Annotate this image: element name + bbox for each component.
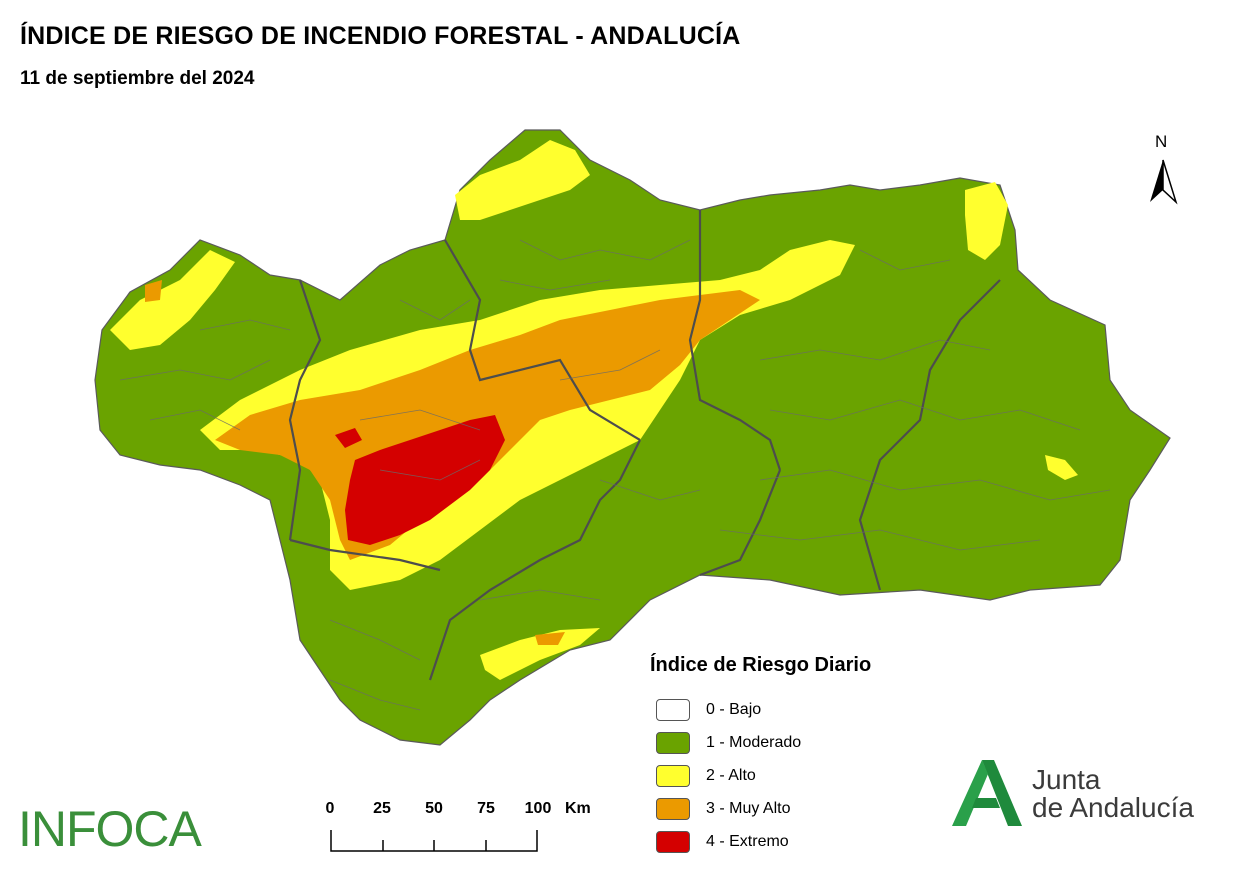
legend-item-bajo: 0 - Bajo (650, 693, 940, 726)
zone-extremo-patch (335, 428, 362, 448)
legend-swatch (656, 731, 690, 754)
zone-alto-patch (1045, 455, 1078, 480)
north-label: N (1155, 132, 1168, 151)
scale-tick-label: 100 (524, 800, 552, 817)
scale-bar: 0 25 50 75 100 Km (320, 800, 620, 860)
map-title: ÍNDICE DE RIESGO DE INCENDIO FORESTAL - … (20, 22, 741, 50)
legend-item-alto: 2 - Alto (650, 759, 940, 792)
scale-tick-label: 75 (477, 800, 495, 817)
junta-line2: de Andalucía (1032, 792, 1194, 823)
scale-tick-label: 25 (373, 800, 391, 817)
zone-alto-south (480, 628, 600, 680)
zone-alto-north (455, 140, 590, 220)
legend-swatch (656, 698, 690, 721)
zone-muy-alto-south (535, 632, 565, 645)
legend-label: 0 - Bajo (706, 700, 762, 718)
legend-label: 4 - Extremo (706, 832, 789, 850)
junta-andalucia-logo: Junta de Andalucía (952, 758, 1212, 833)
zone-muy-alto-west (145, 280, 162, 302)
north-arrow-icon (1150, 159, 1178, 205)
legend-item-moderado: 1 - Moderado (650, 726, 940, 759)
infoca-logo: INFOCA (18, 801, 202, 857)
scale-unit: Km (565, 800, 591, 817)
map-date: 11 de septiembre del 2024 (20, 68, 255, 89)
legend-title: Índice de Riesgo Diario (650, 654, 872, 676)
legend-label: 1 - Moderado (706, 733, 802, 751)
zone-alto-west (110, 250, 235, 350)
legend-swatch (656, 830, 690, 853)
legend-item-muy-alto: 3 - Muy Alto (650, 792, 940, 825)
legend-swatch (656, 764, 690, 787)
junta-emblem-icon (952, 760, 1022, 826)
province-boundaries (288, 210, 1001, 681)
zone-alto-east (965, 182, 1008, 260)
scale-tick-label: 0 (325, 800, 335, 817)
scale-tick-label: 50 (425, 800, 443, 817)
legend-label: 3 - Muy Alto (706, 799, 791, 817)
legend-label: 2 - Alto (706, 766, 756, 784)
zone-extremo (345, 415, 505, 545)
legend: Índice de Riesgo Diario 0 - Bajo 1 - Mod… (650, 654, 940, 858)
legend-swatch (656, 797, 690, 820)
municipal-boundaries (119, 239, 1111, 711)
scale-bar-graphic (330, 830, 538, 852)
junta-line1: Junta (1032, 764, 1101, 795)
legend-item-extremo: 4 - Extremo (650, 825, 940, 858)
